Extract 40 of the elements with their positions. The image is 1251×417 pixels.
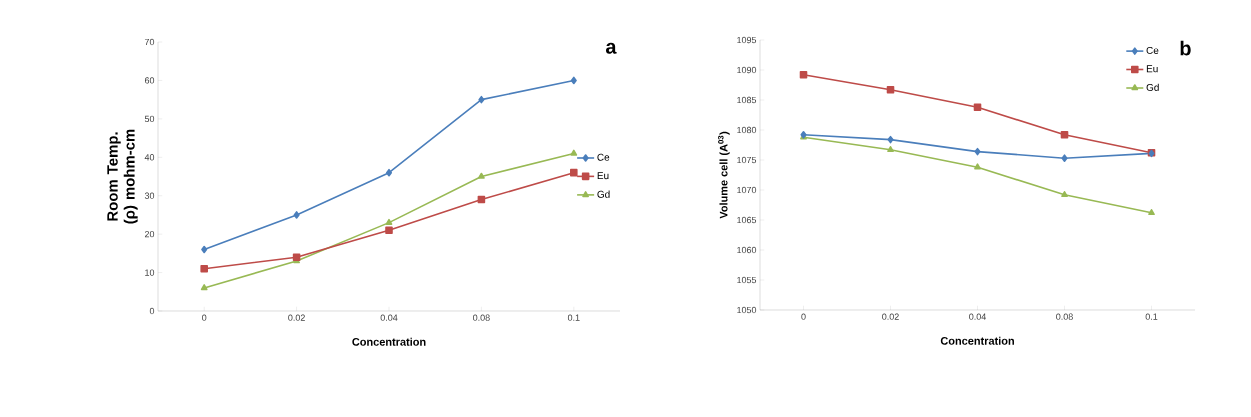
y-tick-label: 30 — [144, 192, 155, 199]
y-tick-label: 1095 — [737, 36, 757, 44]
y-tick-label: 1090 — [737, 66, 757, 74]
y-tick-label: 1060 — [737, 246, 757, 254]
y-axis-title: Room Temp. (ρ) mohm-cm — [107, 129, 138, 224]
y-tick-label: 1070 — [737, 186, 757, 194]
legend-label: Eu — [1146, 65, 1158, 73]
y-tick-label: 20 — [144, 230, 155, 238]
annotation: a — [605, 42, 617, 54]
legend-label: Gd — [597, 190, 610, 198]
x-axis-title: Concentration — [352, 337, 426, 346]
y-tick-label: 1050 — [737, 306, 757, 314]
legend-label: Eu — [597, 172, 609, 180]
y-tick-label: 1085 — [737, 96, 757, 104]
legend-label: Ce — [597, 153, 610, 161]
y-tick-label: 0 — [149, 307, 155, 315]
y-tick-label: 1055 — [737, 276, 757, 284]
x-tick-label: 0.08 — [1056, 313, 1073, 320]
y-tick-label: 1080 — [737, 126, 757, 134]
y-axis-title: Volume cell (A$^{03}$) — [718, 131, 730, 219]
x-tick-label: 0.1 — [1145, 313, 1158, 320]
x-tick-label: 0 — [202, 314, 207, 321]
x-tick-label: 0.04 — [380, 314, 398, 321]
y-tick-label: 70 — [144, 38, 155, 46]
x-axis-title: Concentration — [940, 336, 1014, 345]
legend-label: Ce — [1146, 46, 1159, 54]
legend-label: Gd — [1146, 83, 1159, 91]
y-tick-label: 50 — [144, 115, 155, 123]
x-tick-label: 0.02 — [882, 313, 899, 320]
y-tick-label: 10 — [145, 269, 155, 276]
x-tick-label: 0.08 — [473, 314, 490, 321]
y-tick-label: 1075 — [737, 156, 757, 164]
x-tick-label: 0.02 — [288, 314, 305, 321]
annotation: b — [1180, 40, 1191, 56]
y-tick-label: 40 — [144, 154, 155, 161]
x-tick-label: 0.1 — [567, 314, 580, 321]
y-tick-label: 60 — [144, 77, 155, 84]
y-tick-label: 1065 — [737, 216, 757, 224]
x-tick-label: 0 — [801, 313, 806, 320]
x-tick-label: 0.04 — [969, 313, 986, 320]
